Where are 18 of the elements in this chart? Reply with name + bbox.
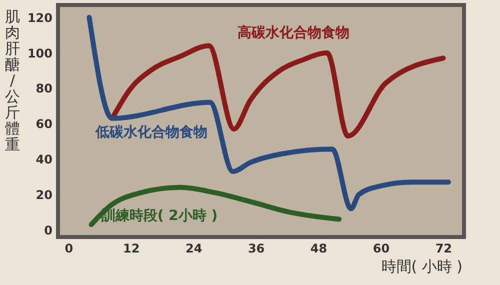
y-tick-label: 40: [36, 152, 52, 167]
x-tick-label: 60: [372, 242, 390, 256]
y-tick-label: 80: [36, 82, 52, 96]
y-tick-label: 60: [36, 117, 52, 132]
x-tick-label: 48: [310, 242, 328, 256]
series-label: 高碳水化合物食物: [237, 24, 350, 41]
series-label: 低碳水化合物食物: [94, 124, 208, 141]
x-tick-label: 24: [185, 242, 202, 256]
y-tick-label: 0: [44, 223, 52, 238]
x-tick-label: 0: [64, 242, 74, 256]
y-tick-label: 120: [27, 10, 52, 25]
x-tick-label: 72: [435, 242, 452, 256]
x-tick-label: 36: [248, 242, 265, 256]
y-tick-label: 20: [36, 188, 52, 202]
y-tick-label: 100: [27, 46, 52, 60]
text: 肌肉肝醣/公斤體重: [5, 8, 20, 154]
x-axis-title: 時間( 小時 ): [381, 258, 462, 276]
x-tick-label: 12: [123, 242, 140, 256]
